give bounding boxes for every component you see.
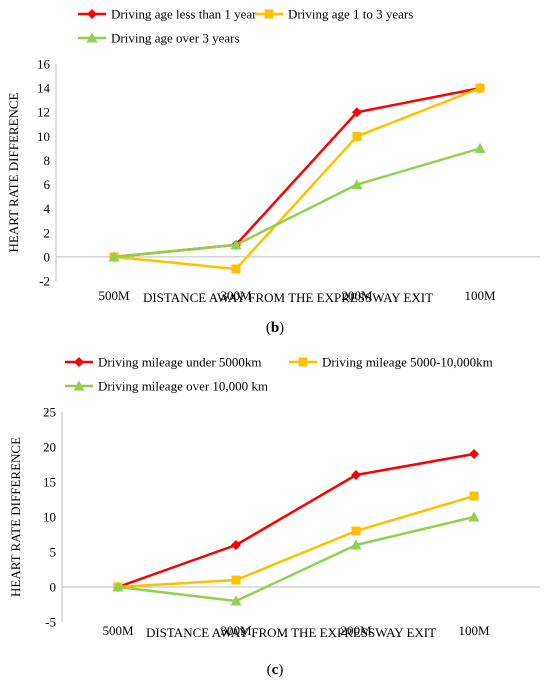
panel-label: c <box>272 662 279 678</box>
series-line-3 <box>113 147 481 259</box>
y-axis-title: HEART RATE DIFFERENCE <box>8 437 23 597</box>
y-tick-label: 2 <box>44 225 51 240</box>
legend-marker <box>74 357 84 367</box>
y-tick-label: 12 <box>37 105 50 120</box>
data-point <box>231 540 241 550</box>
y-tick-label: 8 <box>44 153 51 168</box>
y-tick-label: 10 <box>43 510 56 525</box>
data-point <box>231 575 241 585</box>
data-point <box>474 142 486 153</box>
data-point <box>108 251 120 262</box>
panel-caption: (b) <box>266 320 284 336</box>
data-point <box>469 491 479 501</box>
legend-label: Driving mileage under 5000km <box>98 355 262 370</box>
chart-b: -2 0 2 4 6 8 10 12 14 16 500M 300M 200M 100M DISTANCE … <box>6 7 540 336</box>
legend-label: Driving mileage over 10,000 km <box>98 379 268 394</box>
chart-c: -5 0 5 10 15 20 25 500M 300M 200M 100M DISTANCE AWA… <box>8 355 540 678</box>
y-tick-label: 6 <box>44 177 51 192</box>
legend-entry: Driving age over 3 years <box>78 31 240 46</box>
y-tick-label: 15 <box>43 475 56 490</box>
x-tick-label: 500M <box>102 623 134 638</box>
data-point <box>230 595 242 606</box>
legend-label: Driving age 1 to 3 years <box>288 7 413 22</box>
y-tick-label: 0 <box>50 580 57 595</box>
x-tick-label: 200M <box>340 623 372 638</box>
data-point <box>468 511 480 522</box>
panel-label: b <box>271 320 279 336</box>
y-tick-label: 4 <box>44 201 51 216</box>
y-tick-label: 14 <box>37 81 51 96</box>
legend-entry: Driving age 1 to 3 years <box>255 7 413 22</box>
y-axis-title: HEART RATE DIFFERENCE <box>6 92 21 252</box>
legend-label: Driving age over 3 years <box>111 31 240 46</box>
legend-entry: Driving mileage under 5000km <box>65 355 262 370</box>
series-line-3 <box>117 515 475 603</box>
legend-entry: Driving age less than 1 year <box>78 7 257 22</box>
data-point <box>351 179 363 190</box>
data-point <box>352 107 362 118</box>
y-tick-label: 25 <box>43 405 56 420</box>
data-point <box>351 526 361 536</box>
data-point <box>231 264 241 274</box>
x-tick-label: 200M <box>341 288 373 303</box>
series-line-2 <box>113 86 481 271</box>
x-tick-label: 300M <box>220 623 252 638</box>
legend-marker <box>86 32 98 43</box>
legend-label: Driving age less than 1 year <box>111 7 257 22</box>
data-point <box>475 83 485 93</box>
legend-entry: Driving mileage over 10,000 km <box>65 379 268 394</box>
series-line-1 <box>113 86 481 259</box>
x-tick-label: 500M <box>98 288 130 303</box>
x-tick-label: 300M <box>220 288 252 303</box>
legend-entry: Driving mileage 5000-10,000km <box>289 355 493 370</box>
data-point <box>352 131 362 141</box>
x-tick-label: 100M <box>464 288 496 303</box>
data-point <box>230 239 242 250</box>
y-tick-label: 20 <box>43 440 56 455</box>
x-axis-title: DISTANCE AWAY FROM THE EXPRESSWAY EXIT <box>146 625 436 640</box>
legend-marker <box>87 9 97 19</box>
series-line-2 <box>117 494 475 589</box>
x-axis-title: DISTANCE AWAY FROM THE EXPRESSWAY EXIT <box>143 290 433 305</box>
legend-marker <box>73 380 85 391</box>
y-tick-label: 0 <box>44 249 51 264</box>
y-tick-label: 5 <box>50 545 57 560</box>
series-line-1 <box>117 452 475 589</box>
legend-marker <box>298 357 308 367</box>
legend-label: Driving mileage 5000-10,000km <box>322 355 493 370</box>
y-tick-label: 10 <box>37 129 50 144</box>
data-point <box>350 539 362 550</box>
y-tick-label: -5 <box>45 615 56 630</box>
y-tick-label: -2 <box>39 274 50 289</box>
data-point <box>112 581 124 592</box>
data-point <box>351 470 361 480</box>
y-tick-label: 16 <box>37 57 51 72</box>
x-tick-label: 100M <box>458 623 490 638</box>
panel-caption: (c) <box>267 662 284 678</box>
data-point <box>469 449 479 459</box>
legend-marker <box>264 9 274 19</box>
